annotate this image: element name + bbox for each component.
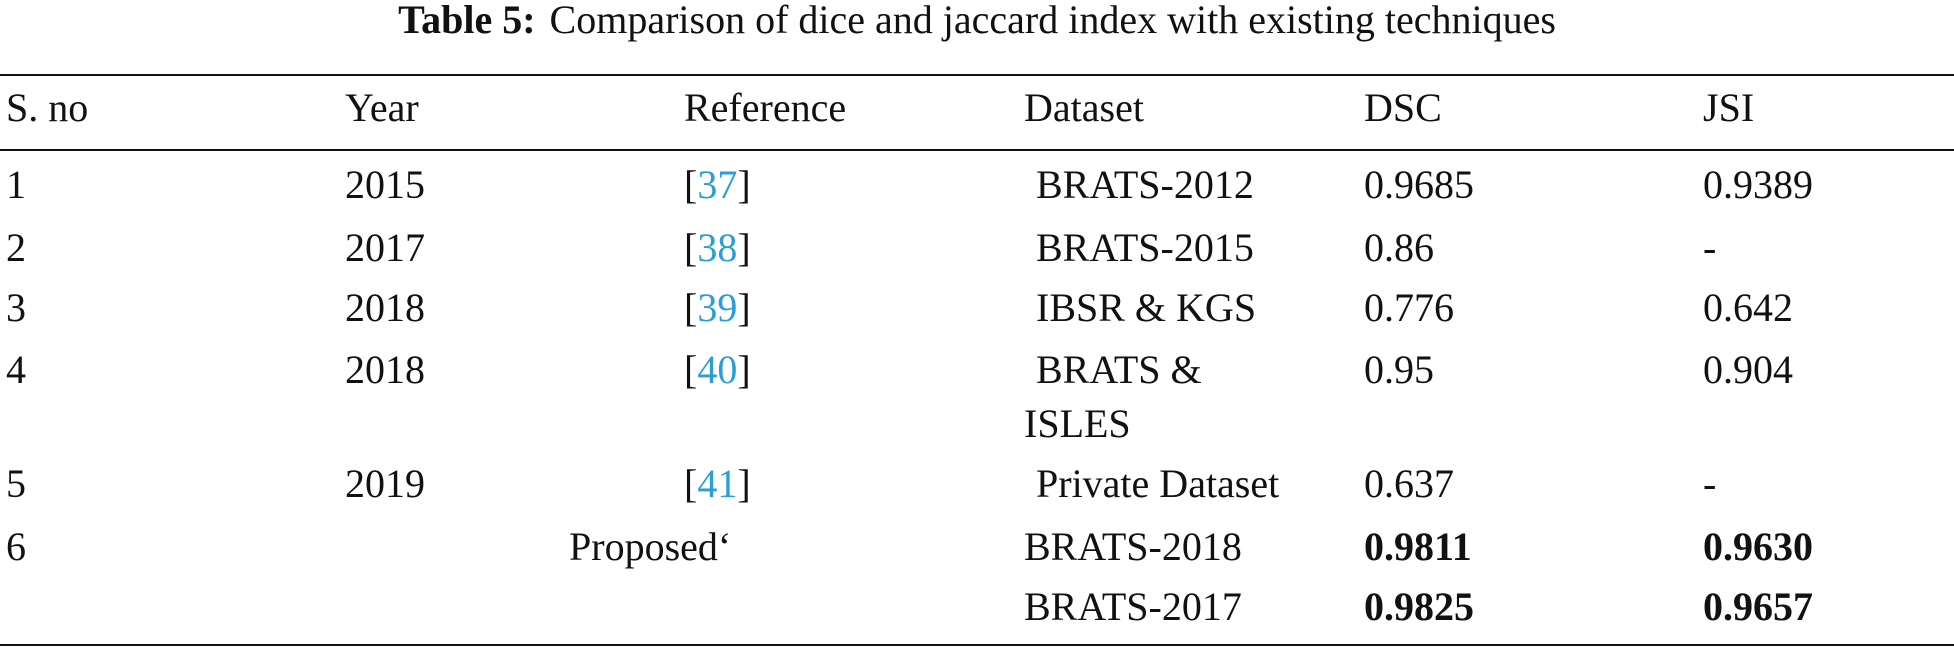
header-cell: DSC: [1364, 85, 1442, 130]
reference-text: ]: [737, 461, 750, 506]
sno-cell: 5: [6, 461, 26, 506]
sno-cell: 1: [6, 162, 26, 207]
reference-link[interactable]: 41: [697, 461, 737, 506]
header-cell: Reference: [684, 85, 846, 130]
reference-link[interactable]: 39: [697, 285, 737, 330]
jsi-cell: 0.9630: [1703, 524, 1813, 569]
year-cell: 2019: [345, 461, 425, 506]
jsi-cell: 0.642: [1703, 285, 1793, 330]
reference-text: [: [684, 162, 697, 207]
reference-link[interactable]: 37: [697, 162, 737, 207]
reference-text: [: [684, 347, 697, 392]
reference-cell: [40]: [684, 347, 751, 392]
reference-cell: [37]: [684, 162, 751, 207]
sno-cell: 2: [6, 225, 26, 270]
reference-cell: [39]: [684, 285, 751, 330]
jsi-cell: 0.9389: [1703, 162, 1813, 207]
reference-cell: Proposed‘: [569, 524, 731, 569]
dataset-cell: BRATS &: [1036, 347, 1202, 392]
year-cell: 2015: [345, 162, 425, 207]
dataset-cell: BRATS-2012: [1036, 162, 1254, 207]
dataset-cell: BRATS-2015: [1036, 225, 1254, 270]
jsi-cell: -: [1703, 225, 1716, 270]
header-cell: Dataset: [1024, 85, 1144, 130]
reference-text: [: [684, 285, 697, 330]
year-cell: 2017: [345, 225, 425, 270]
reference-text: Proposed‘: [569, 524, 731, 569]
reference-cell: [41]: [684, 461, 751, 506]
dataset-cell: BRATS-2017: [1024, 584, 1242, 629]
reference-link[interactable]: 38: [697, 225, 737, 270]
reference-text: ]: [737, 225, 750, 270]
reference-text: [: [684, 225, 697, 270]
caption: Table 5: Comparison of dice and jaccard i…: [398, 0, 1556, 42]
dsc-cell: 0.776: [1364, 285, 1454, 330]
dataset-cell: ISLES: [1024, 401, 1131, 446]
header-cell: Year: [345, 85, 419, 130]
reference-text: ]: [737, 285, 750, 330]
sno-cell: 3: [6, 285, 26, 330]
dsc-cell: 0.637: [1364, 461, 1454, 506]
dsc-cell: 0.95: [1364, 347, 1434, 392]
caption-label: Table 5:: [398, 0, 535, 42]
reference-link[interactable]: 40: [697, 347, 737, 392]
year-cell: 2018: [345, 347, 425, 392]
reference-text: ]: [737, 162, 750, 207]
caption-text: Comparison of dice and jaccard index wit…: [550, 0, 1556, 42]
sno-cell: 4: [6, 347, 26, 392]
sno-cell: 6: [6, 524, 26, 569]
dsc-cell: 0.9811: [1364, 524, 1472, 569]
dataset-cell: Private Dataset: [1036, 461, 1279, 506]
reference-cell: [38]: [684, 225, 751, 270]
header-cell: S. no: [6, 85, 88, 130]
jsi-cell: 0.904: [1703, 347, 1793, 392]
dataset-cell: IBSR & KGS: [1036, 285, 1256, 330]
year-cell: 2018: [345, 285, 425, 330]
reference-text: ]: [737, 347, 750, 392]
header-cell: JSI: [1703, 85, 1754, 130]
jsi-cell: -: [1703, 461, 1716, 506]
jsi-cell: 0.9657: [1703, 584, 1813, 629]
dsc-cell: 0.86: [1364, 225, 1434, 270]
dsc-cell: 0.9685: [1364, 162, 1474, 207]
reference-text: [: [684, 461, 697, 506]
dsc-cell: 0.9825: [1364, 584, 1474, 629]
dataset-cell: BRATS-2018: [1024, 524, 1242, 569]
